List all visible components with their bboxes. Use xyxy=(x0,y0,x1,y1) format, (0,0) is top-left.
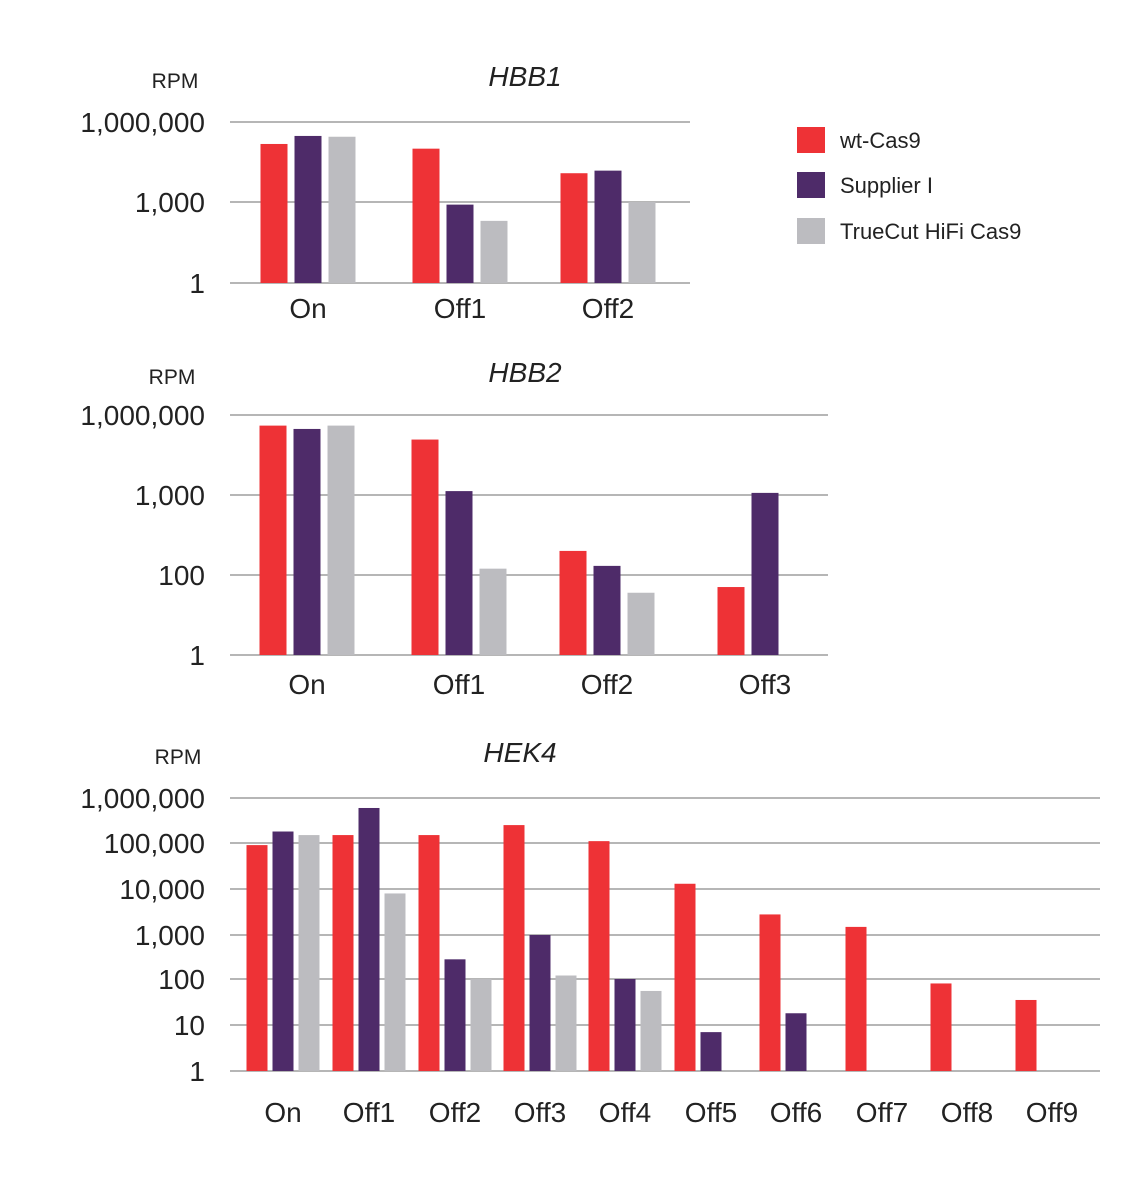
x-tick-label: Off2 xyxy=(429,1097,481,1128)
bar-wt-cas9-off8 xyxy=(930,983,952,1071)
x-tick-label: Off2 xyxy=(582,293,634,324)
y-tick-label: 100 xyxy=(158,560,205,591)
bar-wt-cas9-off2 xyxy=(418,835,440,1071)
bar-truecut-hifi-cas9-off1 xyxy=(384,893,406,1071)
y-tick-label: 1,000 xyxy=(135,920,205,951)
bar-supplier-i-off3 xyxy=(751,492,779,655)
y-tick-label: 1 xyxy=(189,640,205,671)
y-tick-label: 10 xyxy=(174,1010,205,1041)
bar-wt-cas9-off9 xyxy=(1015,999,1037,1071)
chart-legend: wt-Cas9 Supplier I TrueCut HiFi Cas9 xyxy=(797,127,1021,244)
bar-wt-cas9-off1 xyxy=(411,439,439,655)
bar-wt-cas9-on xyxy=(259,425,287,655)
bar-wt-cas9-off5 xyxy=(674,883,696,1071)
x-tick-label: Off9 xyxy=(1026,1097,1078,1128)
bar-supplier-i-off2 xyxy=(593,565,621,655)
bar-wt-cas9-off7 xyxy=(845,926,867,1071)
y-tick-label: 1,000 xyxy=(135,187,205,218)
x-tick-label: Off8 xyxy=(941,1097,993,1128)
x-tick-label: Off1 xyxy=(433,669,485,700)
legend-swatch-wt-cas9 xyxy=(797,127,825,153)
bar-truecut-hifi-cas9-off3 xyxy=(555,975,577,1071)
bar-truecut-hifi-cas9-off4 xyxy=(640,990,662,1071)
chart-hbb1: 1 1,000 1,000,000 HBB1 RPM On Off1 Off2 xyxy=(80,61,690,324)
legend-label-truecut-hifi-cas9: TrueCut HiFi Cas9 xyxy=(840,219,1021,244)
bar-supplier-i-on xyxy=(294,135,322,283)
bar-supplier-i-on xyxy=(272,831,294,1071)
chart-hbb2: 1 100 1,000 1,000,000 HBB2 RPM On Off1 Off2 Off3 xyxy=(80,357,828,700)
chart-title: HEK4 xyxy=(483,737,556,768)
bar-truecut-hifi-cas9-on xyxy=(328,136,356,283)
x-tick-label: Off7 xyxy=(856,1097,908,1128)
x-tick-label: Off4 xyxy=(599,1097,651,1128)
y-tick-label: 1,000,000 xyxy=(80,400,205,431)
bar-truecut-hifi-cas9-off1 xyxy=(479,568,507,655)
legend-label-supplier-i: Supplier I xyxy=(840,173,933,198)
x-tick-label: Off2 xyxy=(581,669,633,700)
chart-title: HBB1 xyxy=(488,61,561,92)
x-tick-label: On xyxy=(289,293,326,324)
bar-wt-cas9-off6 xyxy=(759,914,781,1071)
bar-wt-cas9-on xyxy=(260,143,288,283)
bar-supplier-i-off1 xyxy=(445,491,473,655)
x-tick-label: On xyxy=(264,1097,301,1128)
bar-wt-cas9-on xyxy=(246,845,268,1071)
bar-wt-cas9-off3 xyxy=(503,825,525,1071)
y-tick-label: 1 xyxy=(189,1056,205,1087)
legend-swatch-supplier-i xyxy=(797,172,825,198)
y-axis-label: RPM xyxy=(155,746,202,769)
x-tick-label: Off1 xyxy=(434,293,486,324)
bar-supplier-i-off4 xyxy=(614,979,636,1071)
chart-title: HBB2 xyxy=(488,357,562,388)
x-tick-label: Off1 xyxy=(343,1097,395,1128)
bar-truecut-hifi-cas9-off1 xyxy=(480,220,508,283)
y-tick-label: 1,000 xyxy=(135,480,205,511)
bar-wt-cas9-off1 xyxy=(412,148,440,283)
bar-truecut-hifi-cas9-on xyxy=(298,835,320,1071)
y-tick-label: 1 xyxy=(189,268,205,299)
x-tick-label: Off5 xyxy=(685,1097,737,1128)
y-tick-label: 100,000 xyxy=(104,828,205,859)
bar-supplier-i-off5 xyxy=(700,1032,722,1071)
x-tick-label: Off3 xyxy=(739,669,791,700)
bar-supplier-i-off6 xyxy=(785,1013,807,1071)
y-tick-label: 1,000,000 xyxy=(80,783,205,814)
bar-truecut-hifi-cas9-off2 xyxy=(628,202,656,283)
bar-supplier-i-off2 xyxy=(444,959,466,1071)
bar-supplier-i-off1 xyxy=(446,204,474,283)
bar-wt-cas9-off2 xyxy=(559,550,587,655)
bar-truecut-hifi-cas9-off2 xyxy=(627,592,655,655)
y-axis-label: RPM xyxy=(149,366,196,389)
legend-swatch-truecut-hifi-cas9 xyxy=(797,218,825,244)
chart-hek4: 1 10 100 1,000 10,000 100,000 1,000,000 HEK4 RPM… xyxy=(80,737,1100,1128)
bar-wt-cas9-off3 xyxy=(717,587,745,655)
bar-supplier-i-off2 xyxy=(594,170,622,283)
bar-supplier-i-off1 xyxy=(358,807,380,1071)
bar-wt-cas9-off4 xyxy=(588,841,610,1071)
bar-truecut-hifi-cas9-off2 xyxy=(470,979,492,1071)
bar-supplier-i-off3 xyxy=(529,935,551,1071)
bar-wt-cas9-off1 xyxy=(332,835,354,1071)
y-tick-label: 10,000 xyxy=(119,874,205,905)
y-axis-label: RPM xyxy=(152,70,199,93)
bar-truecut-hifi-cas9-on xyxy=(327,425,355,655)
y-tick-label: 100 xyxy=(158,964,205,995)
x-tick-label: On xyxy=(288,669,325,700)
bar-wt-cas9-off2 xyxy=(560,173,588,283)
bar-supplier-i-on xyxy=(293,428,321,655)
x-tick-label: Off3 xyxy=(514,1097,566,1128)
y-tick-label: 1,000,000 xyxy=(80,107,205,138)
x-tick-label: Off6 xyxy=(770,1097,822,1128)
legend-label-wt-cas9: wt-Cas9 xyxy=(839,128,921,153)
